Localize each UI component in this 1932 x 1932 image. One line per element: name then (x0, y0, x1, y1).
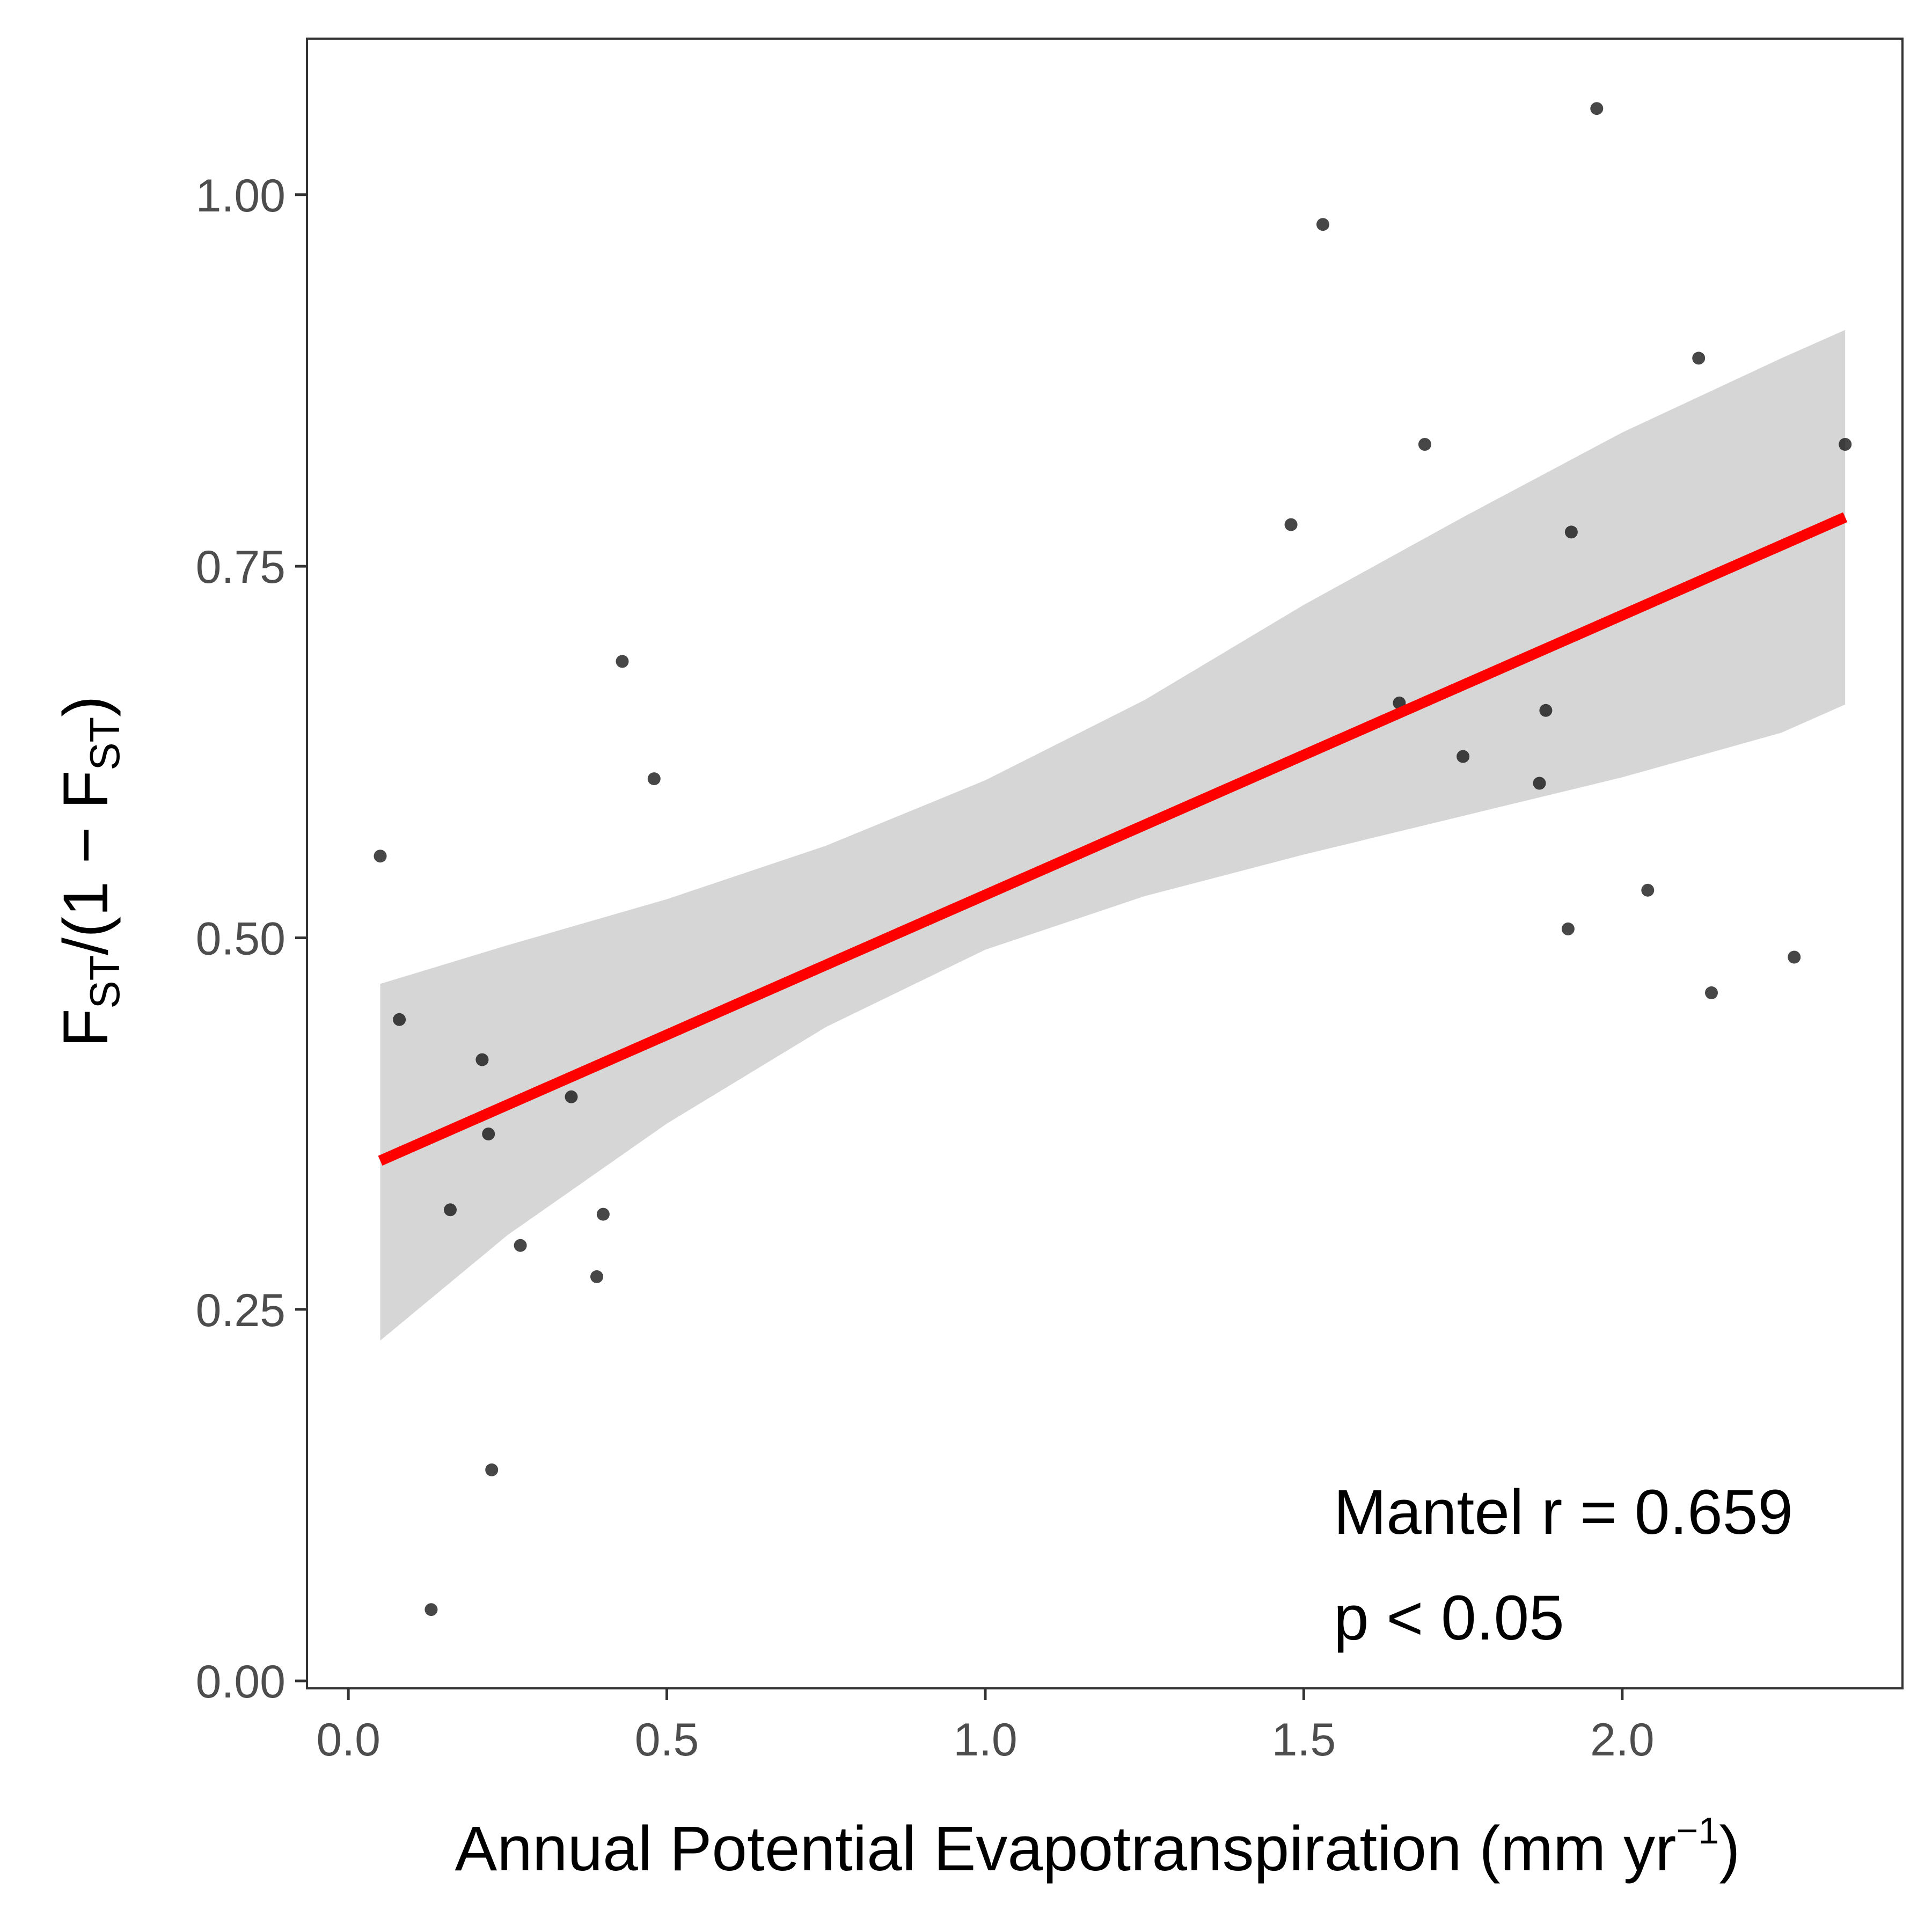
data-point-28 (1839, 438, 1852, 451)
y-axis-title: FST/(1 − FST) (50, 696, 128, 1048)
data-point-10 (590, 1270, 603, 1283)
regression-line (378, 512, 1848, 1166)
x-axis-title-close: ) (1719, 1813, 1740, 1884)
x-tick-label: 0.5 (635, 1714, 699, 1766)
data-point-4 (444, 1203, 457, 1217)
y-axis-title-sub1: ST (81, 955, 128, 1009)
annotation-mantel: Mantel r = 0.659 (1334, 1477, 1793, 1548)
data-point-20 (1539, 704, 1553, 717)
data-point-5 (475, 1053, 489, 1066)
data-point-21 (1561, 922, 1575, 935)
data-point-3 (425, 1603, 438, 1616)
data-point-6 (482, 1128, 495, 1140)
data-point-24 (1641, 883, 1655, 897)
data-point-8 (514, 1239, 527, 1252)
y-axis-title-end: ) (50, 696, 121, 717)
y-tick-label: 1.00 (196, 170, 286, 222)
x-axis: 0.0 0.5 1.0 1.5 2.0 (316, 1688, 1655, 1766)
x-axis-title-sup: −1 (1676, 1810, 1719, 1851)
data-point-27 (1788, 950, 1801, 964)
y-axis: 0.00 0.25 0.50 0.75 1.00 (196, 170, 307, 1708)
x-tick-label: 1.0 (953, 1714, 1018, 1766)
data-point-13 (647, 772, 661, 786)
x-axis-title-main: Annual Potential Evapotranspiration (mm … (455, 1813, 1677, 1884)
data-point-22 (1564, 525, 1578, 539)
data-point-9 (565, 1090, 578, 1103)
data-point-11 (596, 1208, 610, 1221)
data-point-18 (1457, 750, 1470, 763)
points-layer (374, 102, 1852, 1616)
data-point-2 (393, 1013, 406, 1026)
y-axis-title-f1: F (50, 1008, 121, 1047)
data-point-12 (616, 655, 629, 668)
data-point-1 (374, 850, 387, 863)
data-point-7 (485, 1463, 499, 1476)
x-tick-label: 1.5 (1272, 1714, 1336, 1766)
y-tick-label: 0.25 (196, 1285, 286, 1336)
data-point-23 (1590, 102, 1604, 115)
data-point-14 (1284, 518, 1298, 531)
x-tick-label: 0.0 (316, 1714, 380, 1766)
data-point-25 (1692, 352, 1706, 365)
y-tick-label: 0.50 (196, 913, 286, 964)
data-point-19 (1533, 777, 1546, 790)
y-tick-label: 0.75 (196, 541, 286, 593)
y-tick-label: 0.00 (196, 1656, 286, 1708)
y-axis-title-sub2: ST (81, 717, 128, 771)
x-axis-title: Annual Potential Evapotranspiration (mm … (455, 1810, 1740, 1884)
x-tick-label: 2.0 (1590, 1714, 1655, 1766)
data-point-15 (1316, 218, 1329, 231)
data-point-26 (1705, 986, 1718, 999)
fit-line-layer (378, 512, 1848, 1166)
annotation-pvalue: p < 0.05 (1334, 1583, 1564, 1653)
data-point-17 (1418, 438, 1431, 451)
y-axis-title-mid: /(1 − F (50, 770, 121, 955)
panel-border (306, 38, 1904, 1689)
